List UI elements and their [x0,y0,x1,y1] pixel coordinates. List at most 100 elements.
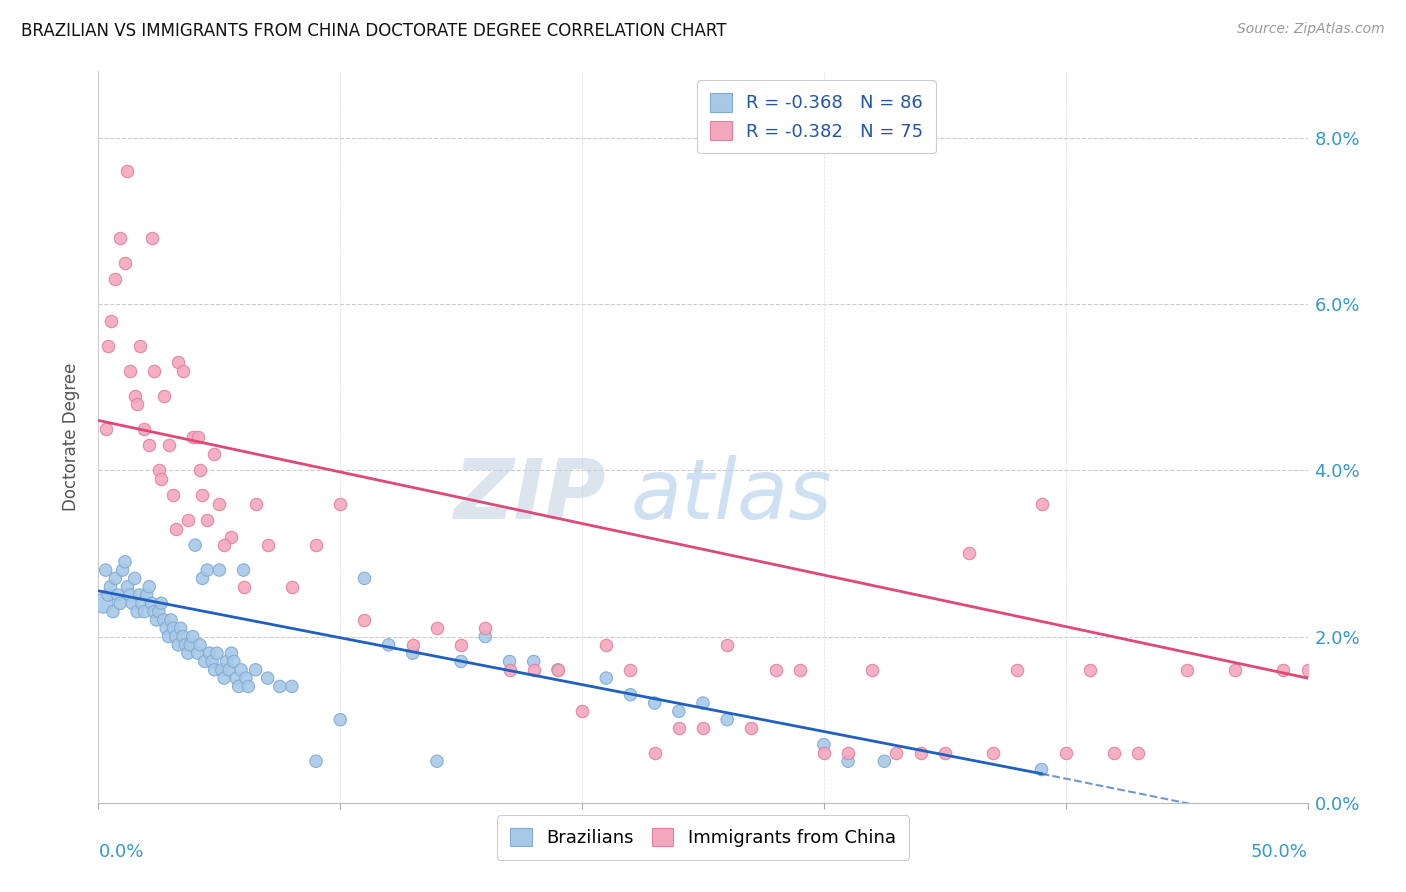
Point [118,588,141,602]
Point [1102,746,1125,760]
Point [305,538,328,552]
Point [191,488,214,502]
Point [108,230,131,244]
Point [281,580,304,594]
Point [269,680,291,694]
Point [474,621,496,635]
Point [165,630,187,644]
Point [194,655,217,669]
Text: atlas: atlas [630,455,832,536]
Point [218,663,240,677]
Point [716,638,738,652]
Point [450,638,472,652]
Point [873,754,896,768]
Text: Source: ZipAtlas.com: Source: ZipAtlas.com [1237,22,1385,37]
Point [886,746,908,760]
Point [111,563,134,577]
Point [229,663,252,677]
Point [225,671,247,685]
Point [157,630,180,644]
Point [329,713,352,727]
Point [221,530,243,544]
Point [165,521,187,535]
Point [97,338,120,352]
Point [117,164,139,178]
Point [910,746,932,760]
Point [101,605,124,619]
Point [860,663,883,677]
Point [114,255,136,269]
Point [118,363,141,377]
Point [426,621,449,635]
Point [94,563,117,577]
Point [740,721,762,735]
Point [644,746,666,760]
Point [172,363,194,377]
Point [177,513,200,527]
Point [198,646,221,660]
Point [377,638,399,652]
Point [837,746,859,760]
Point [124,571,146,585]
Point [187,430,209,444]
Point [789,663,811,677]
Point [353,571,375,585]
Point [668,705,690,719]
Point [474,630,496,644]
Point [94,422,117,436]
Point [148,605,170,619]
Point [104,272,127,286]
Text: 0.0%: 0.0% [98,843,143,861]
Point [523,655,546,669]
Point [765,663,787,677]
Point [498,655,520,669]
Point [124,388,146,402]
Point [181,430,204,444]
Point [117,580,139,594]
Point [595,671,617,685]
Point [692,721,714,735]
Point [547,663,569,677]
Point [353,613,375,627]
Point [281,680,304,694]
Point [212,671,235,685]
Point [981,746,1004,760]
Point [181,630,204,644]
Point [1128,746,1150,760]
Point [187,646,209,660]
Point [150,472,173,486]
Point [128,338,150,352]
Point [595,638,617,652]
Point [221,646,243,660]
Point [204,447,226,461]
Point [127,397,149,411]
Point [97,588,120,602]
Point [108,596,131,610]
Point [188,463,211,477]
Point [179,638,201,652]
Point [155,621,177,635]
Point [644,696,666,710]
Point [1223,663,1246,677]
Point [215,655,238,669]
Point [934,746,956,760]
Point [157,438,180,452]
Point [201,655,224,669]
Y-axis label: Doctorate Degree: Doctorate Degree [62,363,80,511]
Point [1272,663,1295,677]
Point [141,596,163,610]
Point [402,646,425,660]
Point [100,314,122,328]
Point [91,596,114,610]
Legend: Brazilians, Immigrants from China: Brazilians, Immigrants from China [498,815,908,860]
Point [172,630,194,644]
Point [138,580,160,594]
Point [716,713,738,727]
Point [571,705,593,719]
Point [450,655,472,669]
Point [222,655,245,669]
Point [143,363,166,377]
Point [235,671,257,685]
Point [143,605,166,619]
Point [211,663,233,677]
